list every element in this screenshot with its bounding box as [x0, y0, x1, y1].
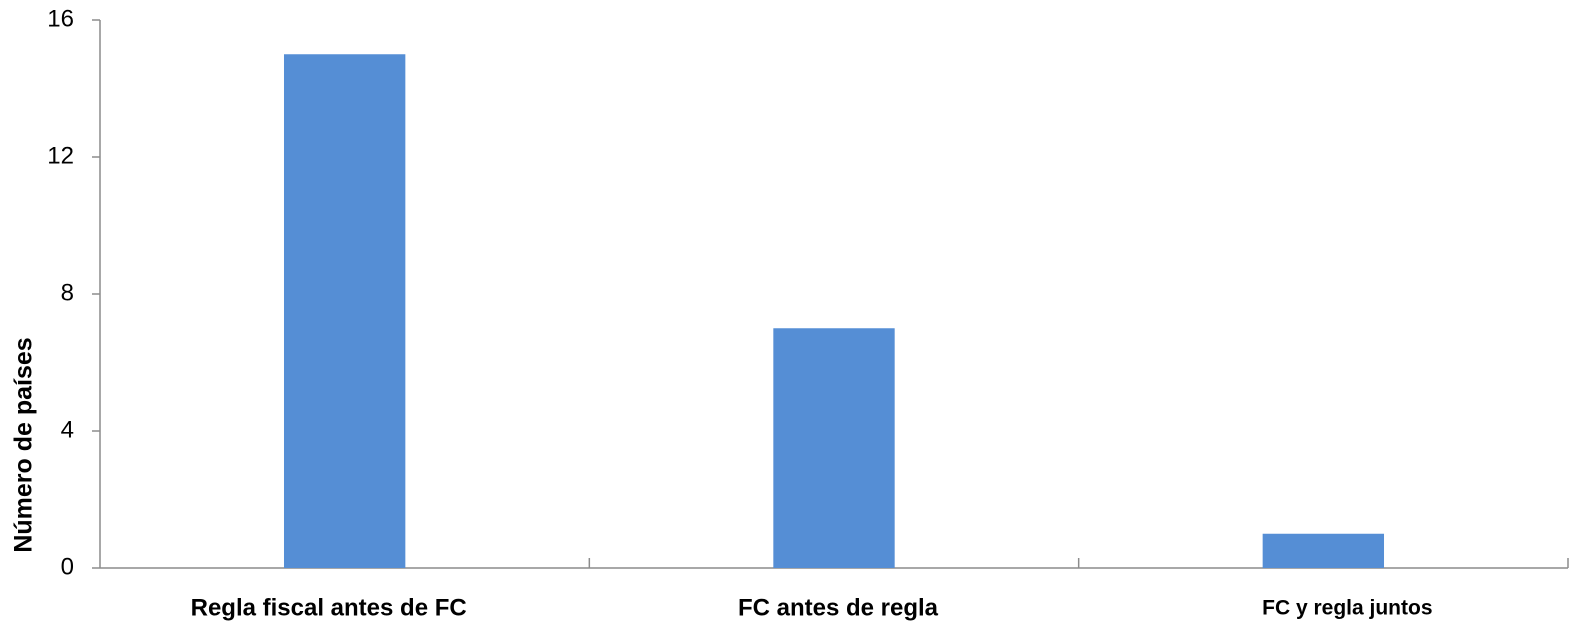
- bar: [773, 328, 895, 568]
- y-tick-label: 8: [61, 279, 74, 306]
- x-tick-label: Regla fiscal antes de FC: [191, 594, 467, 621]
- x-tick-label: FC antes de regla: [738, 594, 939, 621]
- y-tick-label: 16: [47, 5, 74, 32]
- bar: [283, 54, 406, 568]
- bar: [1262, 533, 1385, 568]
- x-tick-label: FC y regla juntos: [1262, 597, 1432, 620]
- y-axis-label: Número de países: [10, 337, 38, 552]
- y-tick-label: 4: [61, 416, 74, 443]
- y-tick-label: 12: [47, 142, 74, 169]
- y-tick-label: 0: [61, 553, 74, 580]
